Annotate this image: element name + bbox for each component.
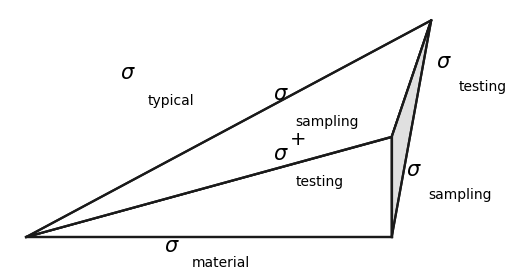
Text: $\sigma$: $\sigma$ bbox=[436, 52, 452, 72]
Text: $\sigma$: $\sigma$ bbox=[273, 144, 289, 164]
Text: testing: testing bbox=[458, 80, 506, 94]
Text: sampling: sampling bbox=[428, 188, 492, 202]
Polygon shape bbox=[26, 137, 392, 237]
Text: $\sigma$: $\sigma$ bbox=[273, 84, 289, 104]
Text: material: material bbox=[192, 256, 250, 270]
Text: sampling: sampling bbox=[295, 115, 359, 129]
Text: $\sigma$: $\sigma$ bbox=[406, 160, 422, 180]
Text: $\sigma$: $\sigma$ bbox=[120, 63, 136, 83]
Polygon shape bbox=[26, 20, 431, 237]
Text: $\sigma$: $\sigma$ bbox=[164, 236, 180, 256]
Text: typical: typical bbox=[147, 94, 194, 108]
Text: testing: testing bbox=[295, 175, 344, 189]
Text: +: + bbox=[289, 130, 306, 149]
Polygon shape bbox=[392, 20, 431, 237]
